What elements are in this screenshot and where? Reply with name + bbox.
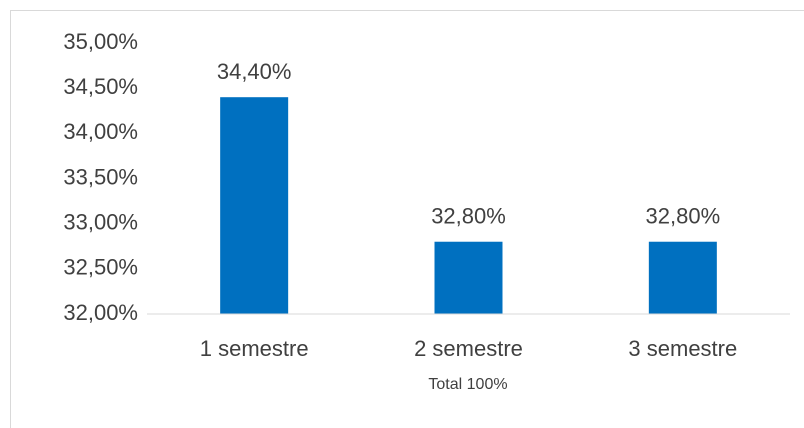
x-tick-label: 2 semestre [414, 336, 523, 361]
data-label: 32,80% [646, 204, 721, 229]
x-axis-title: Total 100% [428, 376, 507, 393]
y-tick-label: 32,00% [63, 300, 138, 325]
y-tick-label: 35,00% [63, 29, 138, 54]
data-label: 32,80% [431, 204, 506, 229]
y-tick-label: 33,50% [63, 164, 138, 189]
bar [434, 241, 503, 314]
x-tick-label: 1 semestre [200, 336, 309, 361]
chart-border [10, 10, 804, 428]
y-tick-label: 32,50% [63, 255, 138, 280]
y-tick-label: 33,00% [63, 209, 138, 234]
bar [220, 97, 289, 314]
y-tick-label: 34,00% [63, 119, 138, 144]
x-tick-label: 3 semestre [628, 336, 737, 361]
data-label: 34,40% [217, 59, 292, 84]
y-tick-label: 34,50% [63, 74, 138, 99]
bar [648, 241, 717, 314]
